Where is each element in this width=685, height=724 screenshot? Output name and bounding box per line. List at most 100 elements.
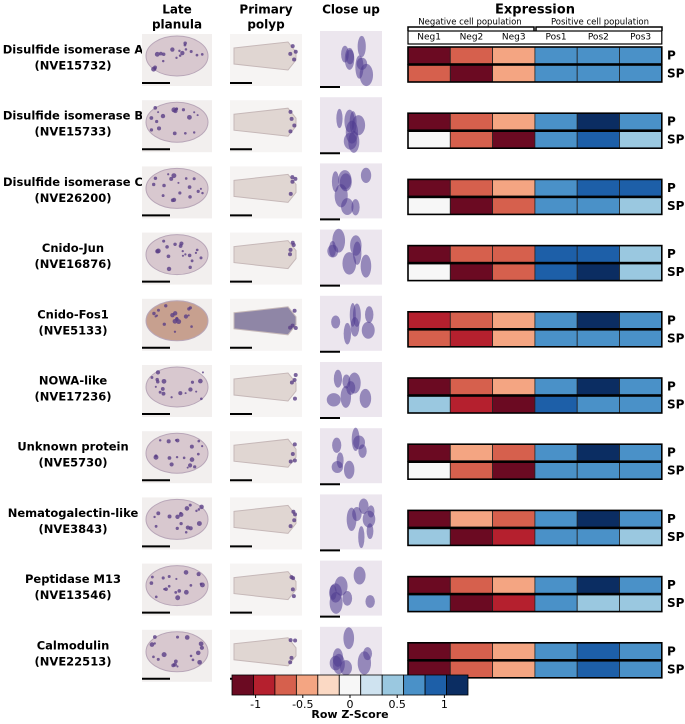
stain (187, 314, 190, 317)
heatmap-cell (449, 196, 493, 215)
gene-name: Peptidase M13 (25, 572, 121, 586)
heatmap-column-label: Pos2 (588, 33, 609, 43)
heatmap-cell (619, 461, 663, 480)
column-header: Primary (239, 3, 292, 17)
row-label: SP (667, 596, 685, 610)
heatmap-row-border (407, 328, 663, 348)
gene-name: Disulfide isomerase C (3, 175, 143, 189)
heatmap-cell (534, 377, 578, 396)
heatmap-cell (492, 263, 536, 282)
stain (184, 506, 190, 511)
stain (290, 44, 295, 49)
stain (348, 130, 360, 153)
stain (358, 498, 369, 514)
stain (161, 59, 165, 63)
stain (153, 67, 157, 71)
stain (293, 512, 298, 517)
heatmap-cell (534, 112, 578, 131)
stain (178, 54, 182, 57)
stain (198, 378, 203, 384)
heatmap-cell (619, 64, 663, 83)
stain (156, 380, 160, 384)
stain (288, 129, 293, 134)
stain (290, 179, 295, 184)
stain (170, 396, 173, 399)
heatmap-cell (576, 660, 620, 679)
row-label: P (667, 512, 676, 526)
row-label: P (667, 380, 676, 394)
heatmap-row-border (407, 641, 663, 661)
stain (196, 572, 201, 577)
heatmap-cell (449, 112, 493, 131)
heatmap-row-border (407, 575, 663, 595)
stain (342, 252, 357, 275)
colorbar-swatch (381, 674, 405, 696)
stain (166, 439, 171, 444)
heatmap-cell (449, 576, 493, 594)
stain (160, 387, 165, 391)
stain (188, 387, 193, 392)
stain (161, 194, 165, 198)
stain (293, 176, 298, 181)
stain (289, 655, 294, 660)
stain (162, 322, 166, 326)
heatmap-cell (534, 642, 578, 661)
stain (332, 437, 342, 453)
row-label: SP (667, 464, 685, 478)
heatmap-cell (576, 576, 620, 594)
heatmap-cell (534, 245, 578, 264)
stain (186, 466, 189, 469)
stain (183, 43, 187, 47)
stain (154, 385, 157, 388)
stain (173, 242, 177, 247)
embryo (145, 565, 209, 607)
heatmap-cell (449, 178, 493, 197)
heatmap-cell (576, 196, 620, 215)
heatmap-cell (534, 528, 578, 546)
heatmap-cell (534, 196, 578, 215)
stain (292, 57, 297, 62)
stain (171, 173, 177, 179)
stain (290, 452, 295, 457)
heatmap-cell (619, 196, 663, 215)
gene-name: Cnido-Fos1 (37, 307, 109, 321)
stain (293, 373, 298, 378)
gene-name: Cnido-Jun (42, 241, 104, 255)
stain (150, 575, 154, 579)
heatmap-cell (619, 46, 663, 65)
heatmap-cell (576, 395, 620, 414)
heatmap-cell (407, 509, 451, 528)
colorbar-swatch (424, 674, 447, 696)
heatmap-cell (492, 311, 536, 330)
row-label: SP (667, 398, 685, 412)
heatmap-cell (534, 576, 578, 594)
stain (360, 167, 372, 184)
heatmap-cell (619, 576, 663, 594)
heatmap-cell (407, 196, 451, 215)
polyp (233, 504, 297, 534)
stain (187, 185, 192, 189)
polyp (233, 306, 297, 336)
heatmap-row-border (407, 377, 663, 396)
gene-id: (NVE13546) (35, 588, 112, 602)
stain (161, 652, 167, 658)
stain (336, 108, 343, 129)
stain (155, 370, 161, 375)
stain (290, 323, 295, 328)
colorbar-swatch (338, 674, 362, 696)
heatmap-cell (619, 395, 663, 414)
heatmap-cell (576, 178, 620, 197)
stain (360, 254, 372, 278)
heatmap-cell (619, 245, 663, 264)
heatmap-cell (534, 443, 578, 462)
stain (199, 645, 204, 650)
stain (153, 454, 159, 460)
stain (173, 330, 177, 333)
stain (292, 458, 297, 463)
row-label: P (667, 247, 676, 261)
heatmap-cell (492, 509, 536, 528)
heatmap-cell (407, 178, 451, 197)
heatmap-row-border (407, 244, 663, 264)
stain (293, 49, 298, 54)
stain (361, 321, 375, 339)
